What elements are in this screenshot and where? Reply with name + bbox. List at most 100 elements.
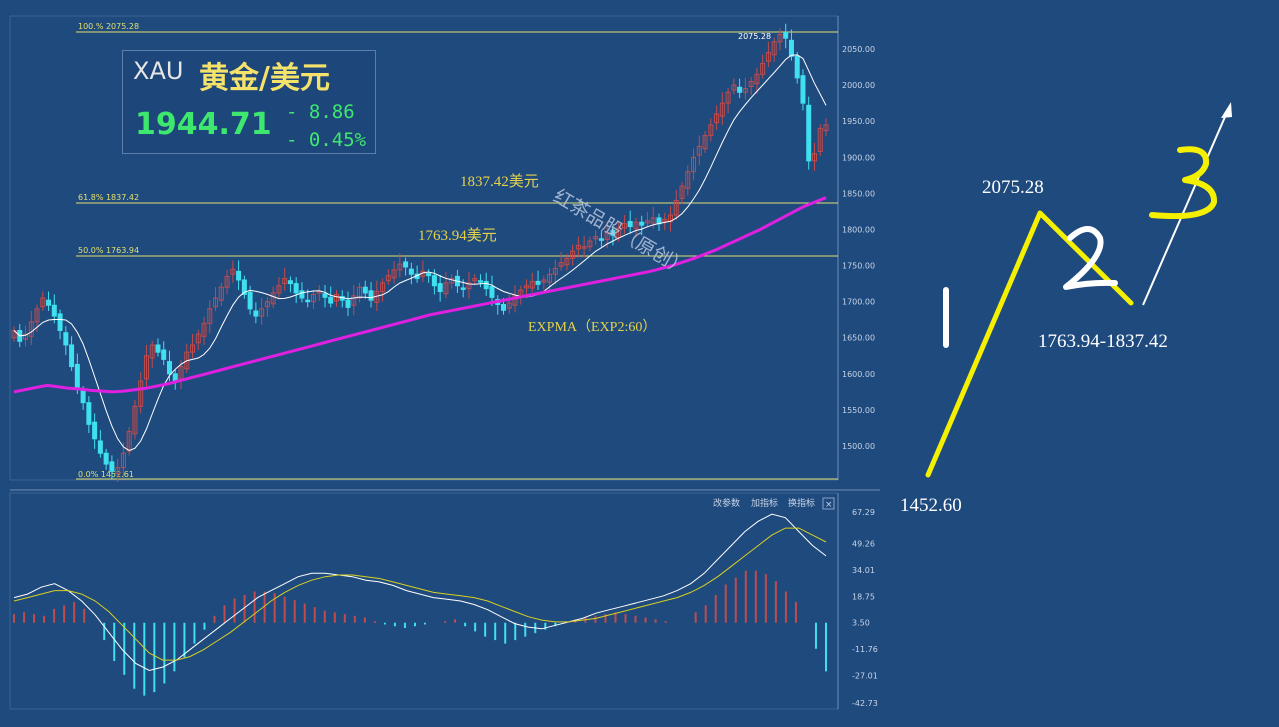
candle-down (299, 290, 305, 299)
candle-up (23, 333, 29, 340)
candle-up (443, 282, 449, 295)
macd-switch-indicator-button[interactable]: 换指标 (788, 497, 815, 509)
candle-up (138, 380, 144, 407)
price-tick-label: 1750.00 (842, 262, 875, 271)
candle-up (547, 273, 553, 283)
candle-up (195, 333, 201, 344)
candle-down (794, 55, 800, 79)
candle-up (673, 200, 679, 216)
candle-up (725, 91, 731, 104)
candle-up (201, 322, 207, 337)
candle-up (708, 124, 714, 137)
macd-close-button-frame[interactable] (822, 497, 835, 510)
candle-up (213, 297, 219, 308)
wave-yellow-path (925, 210, 1134, 478)
candle-down (431, 275, 437, 287)
candle-up (679, 185, 685, 199)
ticker-name: 黄金/美元 (199, 61, 330, 96)
watermark-text: 红茶品股（原创） (550, 185, 693, 280)
candle-up (385, 275, 391, 282)
candle-down (535, 280, 541, 285)
candles-group (11, 23, 829, 483)
macd-add-indicator-button[interactable]: 加指标 (751, 497, 778, 509)
candle-down (166, 361, 172, 375)
candle-up (748, 80, 754, 88)
wave-white-arrow-line (1142, 109, 1229, 306)
candle-down (345, 299, 351, 308)
macd-change-params-button[interactable]: 改参数 (713, 497, 740, 509)
fib-label-100: 100.% 2075.28 (78, 22, 139, 31)
candle-up (126, 431, 132, 452)
candle-down (155, 344, 161, 353)
candle-up (28, 321, 34, 337)
candle-down (287, 280, 293, 285)
fib-label-0: 0.0% 1452.61 (78, 470, 134, 479)
candle-down (783, 31, 789, 39)
wave-start-label: 1452.60 (900, 495, 962, 516)
candle-down (368, 290, 374, 301)
candle-down (305, 299, 311, 303)
candle-down (57, 313, 63, 332)
candle-up (777, 34, 783, 43)
price-tick-label: 1600.00 (842, 370, 875, 379)
candle-up (558, 262, 564, 267)
candle-down (598, 238, 604, 241)
candle-up (817, 127, 823, 152)
ticker-box: XAU 黄金/美元 1944.71 - 8.86 - 0.45% (122, 50, 376, 154)
candle-up (552, 267, 558, 275)
candle-down (437, 283, 443, 293)
candle-down (241, 279, 247, 295)
candle-down (328, 296, 334, 304)
candle-up (541, 279, 547, 283)
macd-close-icon[interactable]: × (825, 500, 833, 510)
candle-up (742, 88, 748, 93)
candle-up (472, 278, 478, 282)
ema60-line (13, 196, 827, 394)
wave-3-stroke (1149, 146, 1217, 220)
candle-up (714, 113, 720, 124)
candle-down (69, 344, 75, 368)
candle-up (760, 62, 766, 75)
macd-tick-label: 3.50 (852, 619, 870, 628)
candle-up (310, 293, 316, 303)
candle-down (236, 270, 242, 281)
price-axis-ticks: 2050.00 2000.00 1950.00 1900.00 1850.00 1800.… (842, 45, 875, 451)
candle-down (627, 221, 633, 228)
macd-tick-label: -42.73 (852, 699, 878, 708)
candle-down (477, 280, 483, 283)
candle-up (771, 41, 777, 56)
candle-down (86, 402, 92, 425)
price-tick-label: 2050.00 (842, 45, 875, 54)
candle-down (408, 268, 414, 275)
candle-up (143, 355, 149, 380)
candle-up (696, 145, 702, 156)
candle-up (765, 52, 771, 62)
candle-down (788, 39, 794, 57)
candle-up (270, 292, 276, 305)
macd-dif-line (13, 513, 827, 672)
candle-up (264, 301, 270, 308)
candle-down (403, 261, 409, 268)
candle-down (253, 310, 259, 317)
candle-down (806, 104, 812, 162)
candle-up (616, 227, 622, 238)
candle-up (120, 452, 126, 469)
macd-dea-line (13, 527, 827, 661)
price-tick-label: 1550.00 (842, 406, 875, 415)
wave-zone-label: 1763.94-1837.42 (1038, 331, 1168, 352)
candle-up (564, 257, 570, 266)
candle-up (587, 240, 593, 248)
candle-down (172, 373, 178, 382)
candle-down (109, 461, 115, 472)
candle-down (362, 286, 368, 294)
ticker-change-pct: - 0.45% (286, 129, 367, 151)
candle-up (218, 286, 224, 301)
candle-up (34, 308, 40, 323)
peak-label: 2075.28 (738, 32, 771, 41)
candle-up (662, 218, 668, 223)
level-1837-label: 1837.42美元 (460, 173, 539, 190)
candle-up (224, 275, 230, 288)
macd-tick-label: 18.75 (852, 592, 875, 601)
candle-down (74, 363, 80, 389)
